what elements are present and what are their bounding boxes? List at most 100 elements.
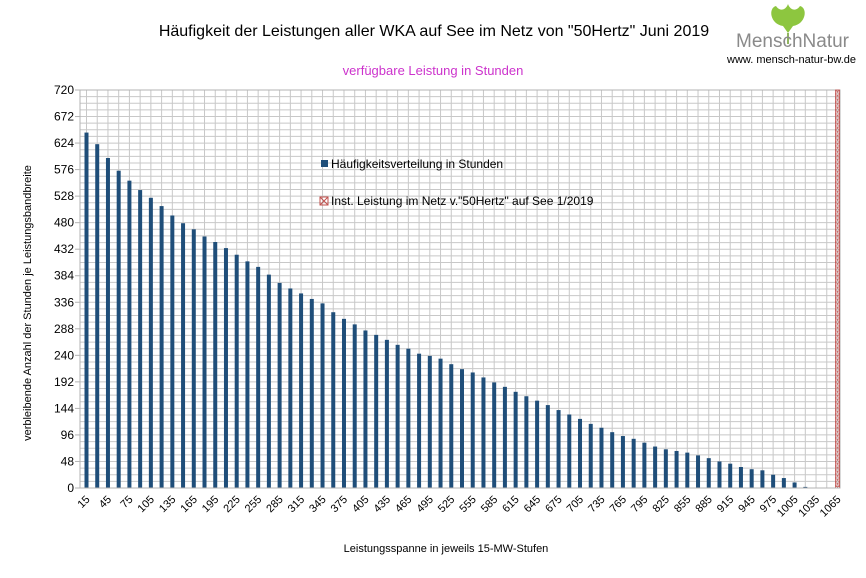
bar	[749, 469, 754, 488]
bar	[492, 382, 497, 488]
bar	[460, 369, 464, 488]
bars	[84, 132, 808, 489]
y-tick-labels: 0 48 96 144 192 240 288 336 384 432 480 528 576 624 67…	[54, 83, 80, 495]
bar	[524, 396, 529, 488]
bar	[738, 466, 743, 488]
bar	[127, 180, 132, 488]
bar	[535, 400, 540, 488]
bar	[760, 470, 765, 488]
bar	[384, 339, 389, 488]
bar	[685, 452, 690, 488]
y-axis-label: verbleibende Anzahl der Stunden je Leist…	[22, 165, 34, 441]
x-tick-label: 945	[736, 494, 757, 515]
bar	[245, 261, 250, 488]
x-tick-label: 795	[629, 494, 650, 515]
x-tick-label: 645	[522, 494, 543, 515]
bar	[663, 449, 668, 488]
bar	[556, 410, 561, 488]
chart-title: Häufigkeit der Leistungen aller WKA auf …	[159, 23, 709, 40]
bar	[706, 458, 711, 488]
installed-capacity-hatch	[835, 89, 840, 489]
x-tick-label: 1065	[818, 494, 844, 520]
bar	[395, 344, 400, 488]
y-tick-label: 576	[54, 163, 74, 177]
x-tick-label: 855	[672, 494, 693, 515]
x-tick-label: 165	[178, 494, 199, 515]
bar	[213, 242, 218, 488]
bar	[95, 144, 100, 488]
bar	[331, 312, 336, 488]
x-tick-label: 915	[715, 494, 736, 515]
y-tick-label: 144	[54, 401, 74, 415]
bar	[470, 372, 475, 488]
x-tick-label: 45	[97, 494, 114, 511]
x-tick-label: 705	[565, 494, 586, 515]
legend-swatch-installed	[319, 196, 329, 206]
chart-subtitle: verfügbare Leistung in Stunden	[343, 63, 524, 78]
logo-url: www. mensch-natur-bw.de	[726, 54, 856, 66]
bar	[781, 478, 786, 488]
x-tick-label: 405	[350, 494, 371, 515]
bar	[642, 442, 647, 488]
x-tick-label: 1005	[775, 494, 801, 520]
bar	[438, 358, 443, 488]
x-axis-label: Leistungsspanne in jeweils 15-MW-Stufen	[344, 543, 549, 555]
bar	[138, 190, 143, 488]
x-tick-label: 345	[307, 494, 328, 515]
axes	[79, 90, 840, 489]
bar	[309, 298, 314, 488]
x-tick-label: 765	[608, 494, 629, 515]
bar	[620, 436, 625, 488]
y-tick-label: 480	[54, 216, 74, 230]
y-tick-label: 672	[54, 110, 74, 124]
bar	[363, 330, 368, 488]
x-tick-label: 1035	[796, 494, 822, 520]
y-tick-label: 0	[67, 481, 74, 495]
x-tick-label: 585	[479, 494, 500, 515]
bar	[202, 236, 207, 488]
x-tick-label: 675	[543, 494, 564, 515]
bar	[674, 450, 679, 488]
bar	[223, 248, 228, 488]
y-tick-label: 528	[54, 189, 74, 203]
bar	[352, 324, 357, 488]
bar	[170, 215, 175, 488]
x-tick-label: 195	[200, 494, 221, 515]
x-tick-label: 465	[393, 494, 414, 515]
bar	[545, 405, 550, 488]
x-tick-label: 615	[500, 494, 521, 515]
bar	[717, 461, 722, 488]
x-tick-label: 525	[436, 494, 457, 515]
bar	[299, 293, 304, 488]
bar	[653, 446, 658, 488]
x-tick-label: 825	[650, 494, 671, 515]
bar	[105, 157, 110, 488]
ginkgo-leaf-icon	[771, 4, 805, 44]
y-tick-label: 336	[54, 295, 74, 309]
bar	[148, 197, 153, 488]
bar	[84, 132, 89, 488]
x-tick-label: 135	[157, 494, 178, 515]
bar	[406, 348, 411, 488]
bar	[588, 423, 593, 488]
logo-name: MenschNatur	[736, 31, 850, 52]
y-tick-label: 624	[54, 136, 74, 150]
legend-swatch-distribution	[321, 160, 328, 167]
bar	[599, 427, 604, 488]
y-tick-label: 240	[54, 348, 74, 362]
y-tick-label: 384	[54, 269, 74, 283]
x-tick-label: 255	[243, 494, 264, 515]
bar	[771, 474, 776, 488]
x-tick-label: 225	[221, 494, 242, 515]
bar	[320, 303, 325, 488]
bar	[502, 386, 507, 488]
bar	[159, 206, 164, 489]
bar	[578, 418, 583, 488]
y-tick-label: 432	[54, 242, 74, 256]
x-tick-label: 555	[457, 494, 478, 515]
bar	[417, 353, 422, 488]
y-tick-label: 720	[54, 83, 74, 97]
bar	[696, 455, 701, 488]
x-tick-label: 105	[136, 494, 157, 515]
